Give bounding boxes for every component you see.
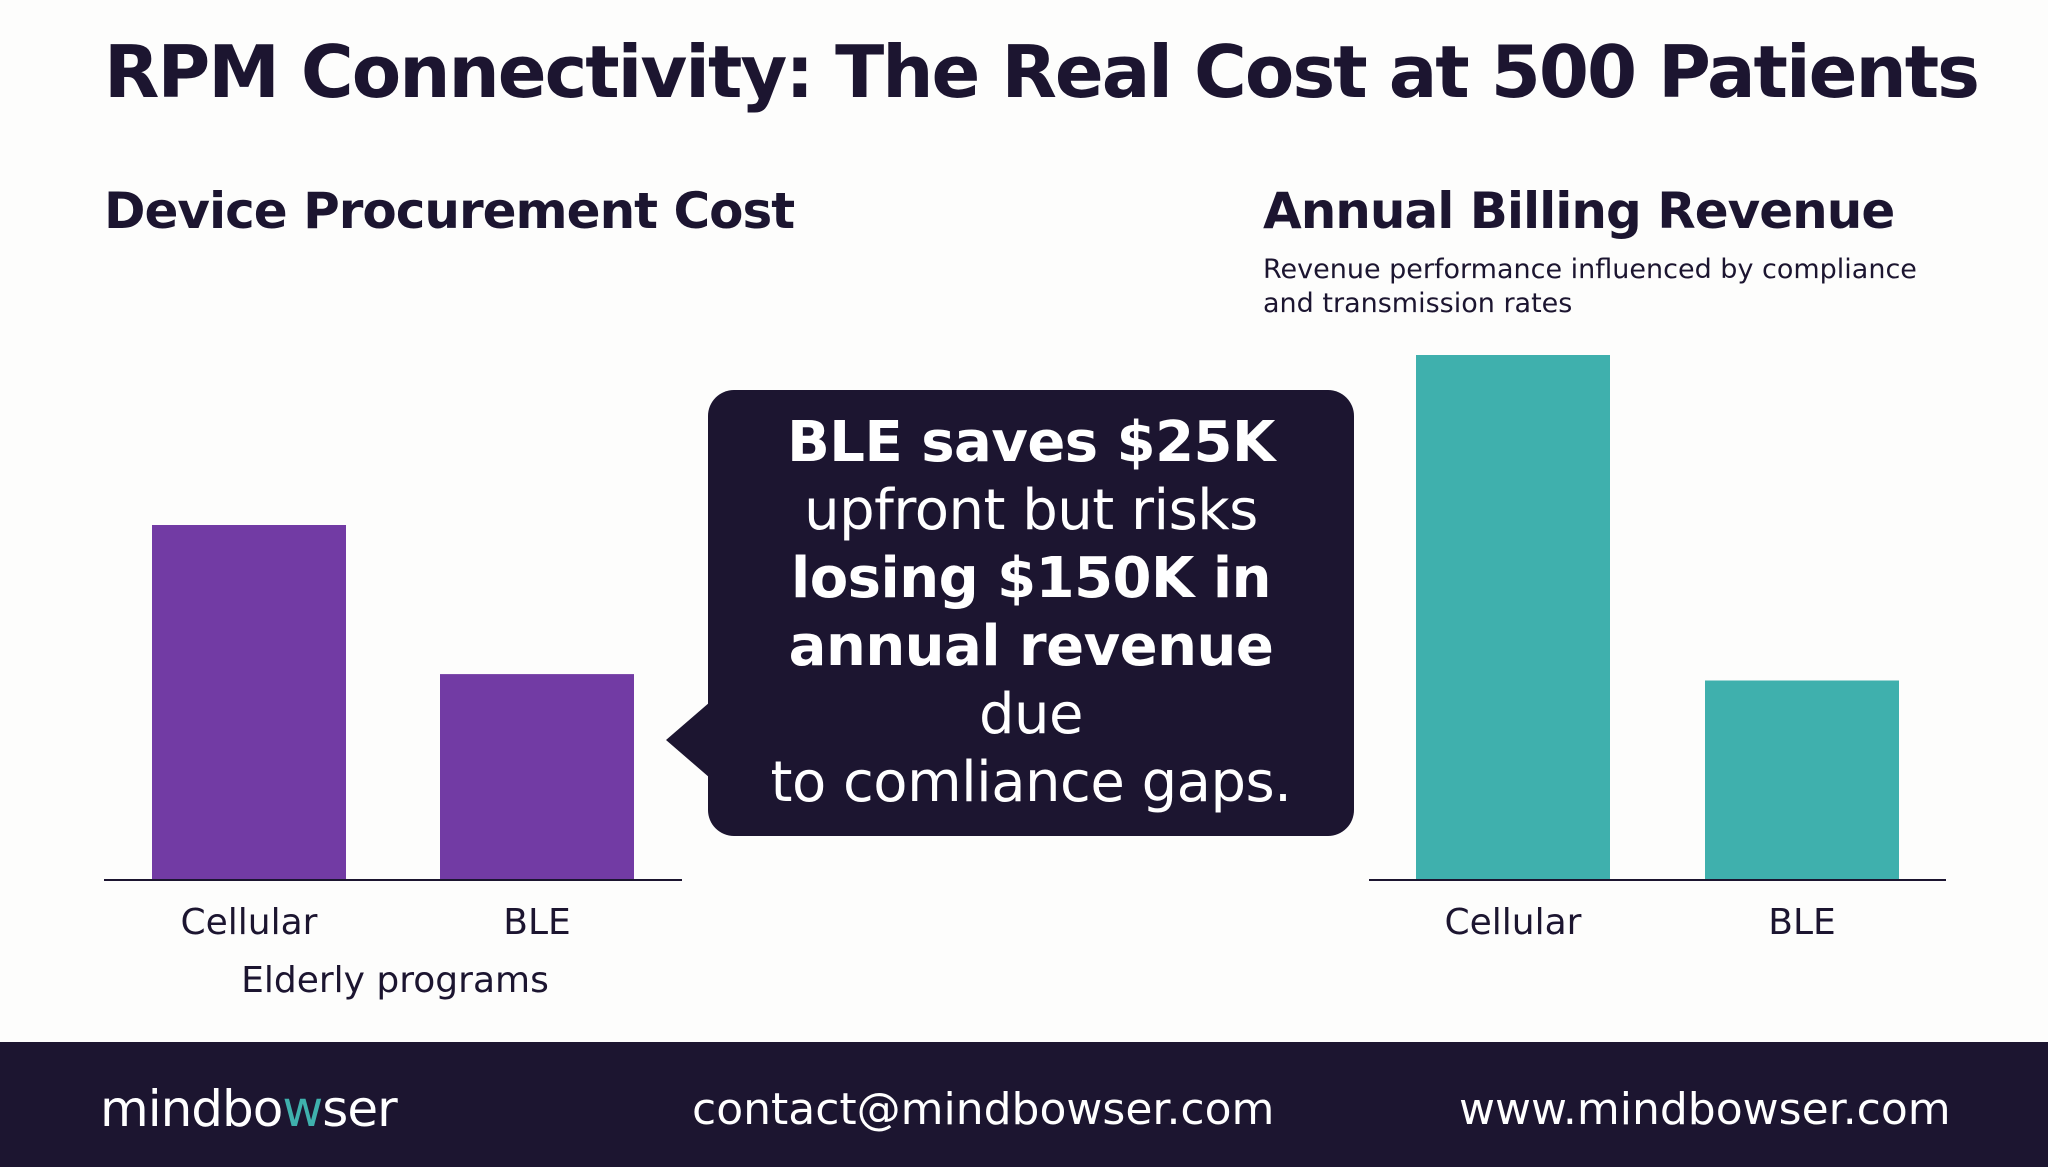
website-link[interactable]: www.mindbowser.com xyxy=(1459,1084,1951,1135)
callout-pointer xyxy=(666,702,710,778)
insight-callout: BLE saves $25K upfront but risks losing … xyxy=(666,390,1354,836)
logo-text-end: ser xyxy=(322,1080,397,1138)
bar-ble xyxy=(440,674,634,880)
page-title: RPM Connectivity: The Real Cost at 500 P… xyxy=(104,30,1980,114)
bar-cellular xyxy=(152,525,346,880)
revenue-chart-subtitle: Revenue performance influenced by compli… xyxy=(1263,254,1917,319)
brand-logo: mindbowser xyxy=(100,1080,398,1138)
category-label-ble: BLE xyxy=(1768,902,1836,943)
category-label-ble: BLE xyxy=(503,902,571,943)
callout-line-3: losing $150K in xyxy=(791,546,1271,611)
contact-email[interactable]: contact@mindbowser.com xyxy=(692,1084,1275,1135)
bar-ble xyxy=(1705,680,1899,880)
footer-bar: mindbowser contact@mindbowser.com www.mi… xyxy=(0,1042,2048,1167)
callout-text: BLE saves $25K upfront but risks losing … xyxy=(738,409,1324,817)
callout-line-2: upfront but risks xyxy=(804,478,1258,543)
category-label-cellular: Cellular xyxy=(181,902,318,943)
bar-cellular xyxy=(1416,355,1610,880)
category-label-cellular: Cellular xyxy=(1445,902,1582,943)
logo-text-start: mindbo xyxy=(100,1080,283,1138)
callout-line-5: to comliance gaps. xyxy=(770,750,1292,815)
logo-text-accent: w xyxy=(282,1080,323,1138)
callout-line-1: BLE saves $25K xyxy=(787,410,1275,475)
callout-line-4-rest: due xyxy=(979,682,1084,747)
revenue-chart-title: Annual Billing Revenue xyxy=(1263,182,1895,240)
callout-line-4: annual revenue due xyxy=(738,613,1324,749)
procurement-chart-title: Device Procurement Cost xyxy=(104,182,795,240)
callout-line-4-bold: annual revenue xyxy=(788,614,1274,679)
x-axis-label: Elderly programs xyxy=(241,960,549,1001)
